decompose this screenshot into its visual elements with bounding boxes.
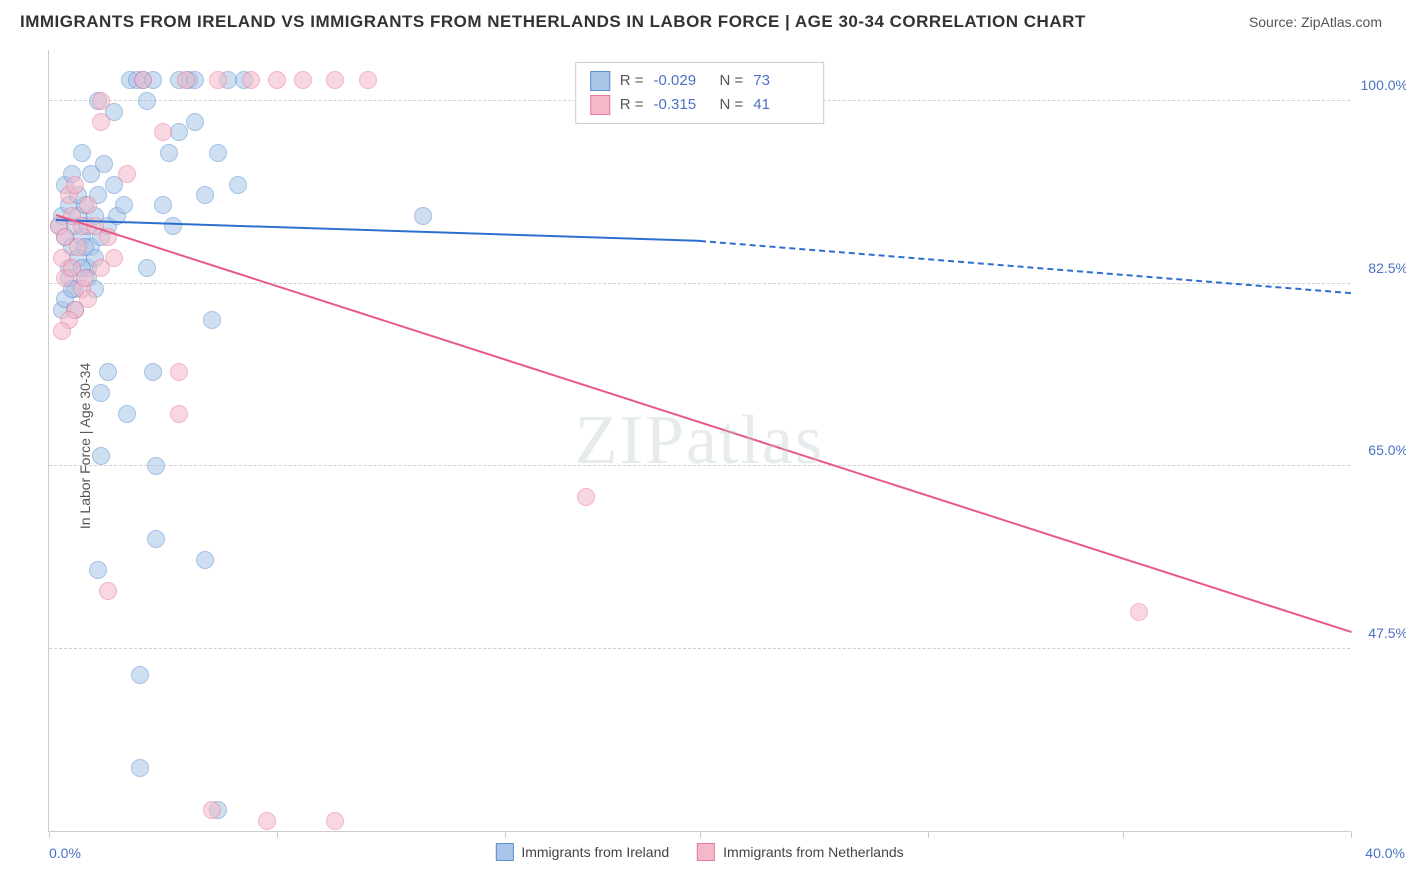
- scatter-point-netherlands: [1130, 603, 1148, 621]
- stats-r-value: -0.029: [654, 69, 710, 93]
- stats-swatch-icon: [590, 95, 610, 115]
- trend-line: [55, 219, 700, 242]
- scatter-point-netherlands: [79, 196, 97, 214]
- legend-swatch-icon: [697, 843, 715, 861]
- scatter-point-ireland: [118, 405, 136, 423]
- scatter-point-netherlands: [134, 71, 152, 89]
- y-tick-label: 82.5%: [1368, 260, 1406, 276]
- scatter-point-netherlands: [66, 176, 84, 194]
- stats-n-label: N =: [720, 69, 744, 93]
- y-tick-label: 100.0%: [1361, 77, 1406, 93]
- stats-row-netherlands: R = -0.315 N = 41: [590, 93, 810, 117]
- scatter-point-netherlands: [92, 113, 110, 131]
- x-tick-mark: [277, 831, 278, 838]
- scatter-point-netherlands: [359, 71, 377, 89]
- scatter-point-ireland: [138, 259, 156, 277]
- scatter-point-ireland: [89, 561, 107, 579]
- chart-container: IMMIGRANTS FROM IRELAND VS IMMIGRANTS FR…: [0, 0, 1406, 892]
- scatter-point-netherlands: [177, 71, 195, 89]
- y-tick-label: 47.5%: [1368, 625, 1406, 641]
- x-tick-mark: [505, 831, 506, 838]
- legend: Immigrants from Ireland Immigrants from N…: [495, 843, 903, 861]
- stats-swatch-icon: [590, 71, 610, 91]
- scatter-point-netherlands: [92, 92, 110, 110]
- source-attribution: Source: ZipAtlas.com: [1249, 14, 1382, 30]
- x-tick-mark: [1351, 831, 1352, 838]
- scatter-point-ireland: [138, 92, 156, 110]
- legend-item-ireland: Immigrants from Ireland: [495, 843, 669, 861]
- correlation-stats-box: R = -0.029 N = 73 R = -0.315 N = 41: [575, 62, 825, 124]
- scatter-point-ireland: [131, 666, 149, 684]
- scatter-point-netherlands: [209, 71, 227, 89]
- scatter-point-ireland: [414, 207, 432, 225]
- legend-swatch-icon: [495, 843, 513, 861]
- scatter-point-netherlands: [170, 363, 188, 381]
- scatter-point-netherlands: [258, 812, 276, 830]
- scatter-point-ireland: [115, 196, 133, 214]
- scatter-point-ireland: [196, 551, 214, 569]
- scatter-point-netherlands: [105, 249, 123, 267]
- scatter-point-ireland: [160, 144, 178, 162]
- gridline: [49, 648, 1350, 649]
- scatter-point-ireland: [186, 113, 204, 131]
- scatter-point-netherlands: [577, 488, 595, 506]
- stats-n-value: 41: [753, 93, 809, 117]
- scatter-point-ireland: [95, 155, 113, 173]
- plot-canvas: 47.5%65.0%82.5%100.0%: [49, 50, 1350, 831]
- scatter-point-netherlands: [99, 582, 117, 600]
- x-tick-mark: [928, 831, 929, 838]
- scatter-point-ireland: [203, 311, 221, 329]
- scatter-point-netherlands: [326, 71, 344, 89]
- scatter-point-netherlands: [294, 71, 312, 89]
- scatter-point-ireland: [154, 196, 172, 214]
- x-tick-mark: [700, 831, 701, 838]
- scatter-point-ireland: [92, 384, 110, 402]
- gridline: [49, 465, 1350, 466]
- scatter-point-netherlands: [242, 71, 260, 89]
- trend-dashed: [700, 240, 1351, 294]
- scatter-point-ireland: [164, 217, 182, 235]
- scatter-point-ireland: [99, 363, 117, 381]
- scatter-point-ireland: [196, 186, 214, 204]
- x-tick-mark: [49, 831, 50, 838]
- gridline: [49, 283, 1350, 284]
- scatter-point-ireland: [147, 457, 165, 475]
- legend-item-netherlands: Immigrants from Netherlands: [697, 843, 904, 861]
- scatter-point-ireland: [92, 447, 110, 465]
- stats-r-label: R =: [620, 69, 644, 93]
- chart-title: IMMIGRANTS FROM IRELAND VS IMMIGRANTS FR…: [20, 12, 1086, 32]
- scatter-point-netherlands: [203, 801, 221, 819]
- stats-r-label: R =: [620, 93, 644, 117]
- scatter-point-netherlands: [154, 123, 172, 141]
- stats-r-value: -0.315: [654, 93, 710, 117]
- scatter-point-netherlands: [170, 405, 188, 423]
- stats-n-value: 73: [753, 69, 809, 93]
- stats-n-label: N =: [720, 93, 744, 117]
- scatter-point-netherlands: [76, 269, 94, 287]
- x-tick-max: 40.0%: [1365, 845, 1405, 861]
- scatter-point-netherlands: [79, 290, 97, 308]
- scatter-point-ireland: [73, 144, 91, 162]
- scatter-point-ireland: [131, 759, 149, 777]
- scatter-point-ireland: [229, 176, 247, 194]
- legend-label: Immigrants from Netherlands: [723, 844, 904, 860]
- scatter-point-netherlands: [53, 322, 71, 340]
- scatter-point-netherlands: [268, 71, 286, 89]
- scatter-point-netherlands: [69, 238, 87, 256]
- scatter-point-netherlands: [326, 812, 344, 830]
- scatter-point-ireland: [147, 530, 165, 548]
- scatter-point-ireland: [209, 144, 227, 162]
- legend-label: Immigrants from Ireland: [521, 844, 669, 860]
- x-tick-min: 0.0%: [49, 845, 81, 861]
- stats-row-ireland: R = -0.029 N = 73: [590, 69, 810, 93]
- scatter-point-netherlands: [118, 165, 136, 183]
- y-tick-label: 65.0%: [1368, 442, 1406, 458]
- x-tick-mark: [1123, 831, 1124, 838]
- plot-area: 47.5%65.0%82.5%100.0% ZIPatlas R =-0.029…: [48, 50, 1350, 832]
- scatter-point-ireland: [144, 363, 162, 381]
- scatter-point-ireland: [170, 123, 188, 141]
